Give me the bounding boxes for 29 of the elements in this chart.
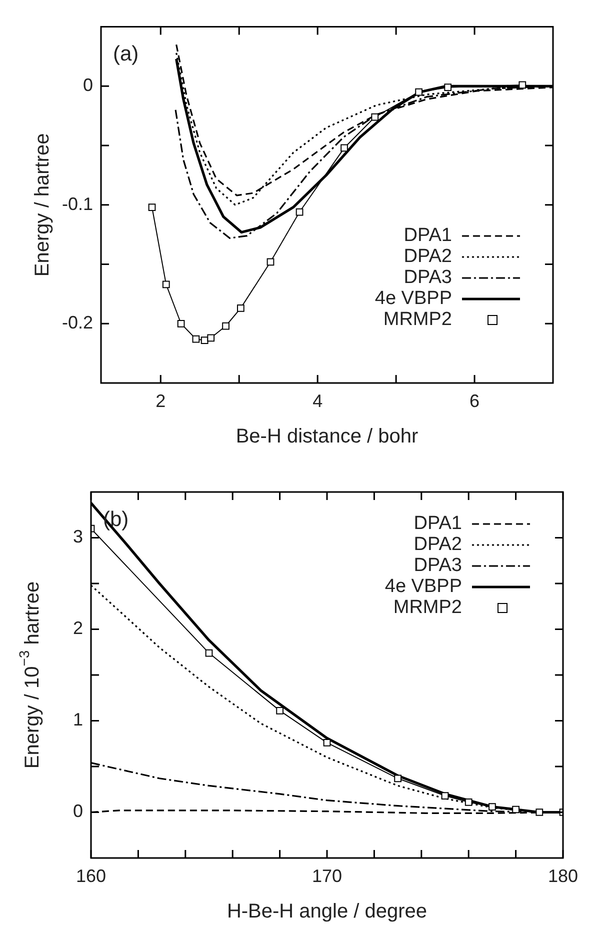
y-tick-label: -0.2 (62, 312, 93, 333)
y-axis-title: Energy / 10−3 hartree (16, 581, 44, 769)
y-tick-label: 3 (72, 526, 83, 547)
x-tick-label: 6 (470, 390, 480, 411)
legend-label: 4e VBPP (374, 288, 452, 310)
annotation: (b) (103, 508, 129, 531)
legend-label: DPA3 (414, 555, 462, 576)
x-tick-label: 4 (312, 390, 323, 411)
y-tick-label: 1 (72, 710, 83, 730)
legend-label: DPA1 (404, 225, 452, 246)
x-axis-title: Be-H distance / bohr (236, 426, 418, 448)
x-tick-label: 180 (548, 866, 578, 886)
y-tick-label: 0 (82, 75, 93, 96)
annotation: (a) (113, 42, 139, 66)
legend-label: DPA2 (414, 534, 462, 556)
legend-label: DPA3 (404, 267, 452, 288)
legend-label: DPA1 (414, 513, 462, 534)
x-tick-label: 160 (76, 866, 106, 886)
y-axis-title: Energy / hartree (32, 133, 54, 277)
legend-label: 4e VBPP (384, 576, 462, 598)
x-axis-title: H-Be-H angle / degree (226, 900, 428, 923)
legend-label: MRMP2 (393, 597, 462, 618)
y-tick-label: 0 (72, 801, 83, 822)
y-tick-label: -0.1 (62, 194, 93, 214)
legend-label: DPA2 (404, 246, 452, 268)
legend-label: MRMP2 (383, 309, 452, 330)
y-tick-label: 2 (72, 618, 83, 638)
x-tick-label: 170 (312, 866, 342, 886)
x-tick-label: 2 (156, 390, 166, 411)
